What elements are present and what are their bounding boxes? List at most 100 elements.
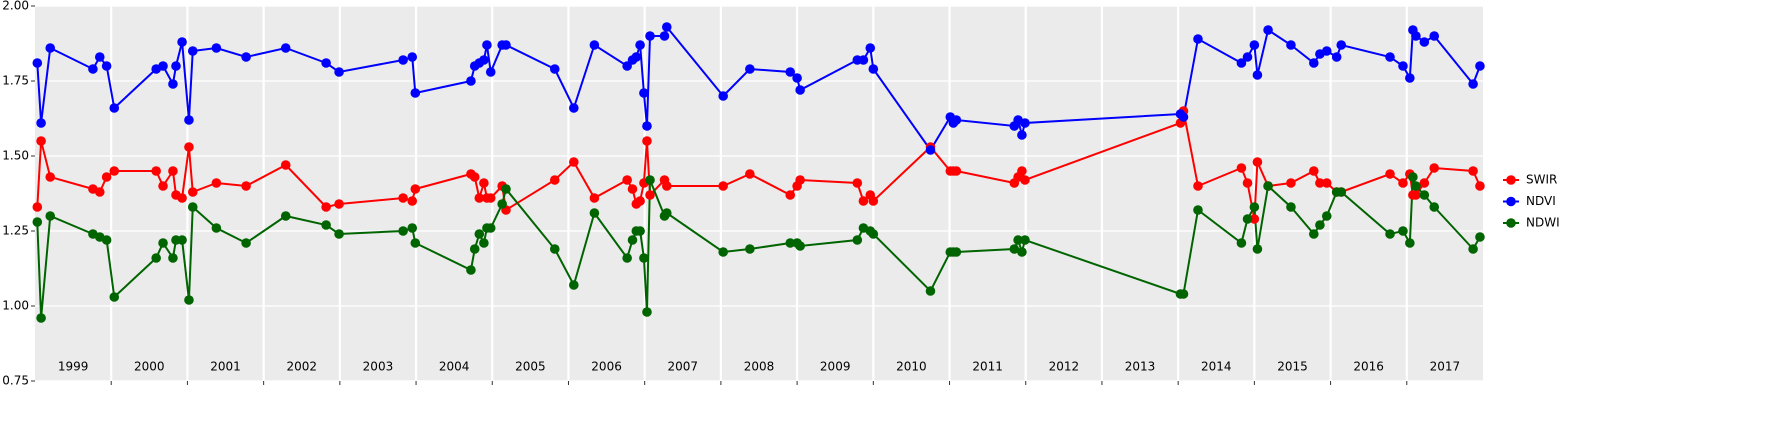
point bbox=[1013, 235, 1023, 245]
point bbox=[661, 22, 672, 32]
point bbox=[1429, 31, 1440, 41]
year-label: 2006 bbox=[591, 360, 622, 374]
point bbox=[795, 241, 805, 251]
point bbox=[1242, 178, 1253, 188]
point bbox=[36, 136, 46, 146]
point bbox=[168, 79, 178, 89]
point bbox=[1411, 181, 1421, 191]
point bbox=[1331, 52, 1342, 62]
point bbox=[280, 211, 291, 221]
point bbox=[474, 193, 485, 203]
point bbox=[398, 193, 408, 203]
point bbox=[280, 43, 291, 53]
point bbox=[241, 181, 251, 191]
point bbox=[659, 31, 670, 41]
point bbox=[151, 166, 161, 176]
point bbox=[485, 193, 496, 203]
point bbox=[1009, 244, 1020, 254]
point bbox=[466, 265, 476, 275]
y-tick-label: 0.75 bbox=[2, 374, 29, 388]
point bbox=[469, 172, 480, 182]
point bbox=[631, 52, 642, 62]
legend-label: NDVI bbox=[1526, 194, 1556, 208]
point bbox=[622, 175, 632, 185]
year-label: 2010 bbox=[896, 360, 927, 374]
point bbox=[1405, 238, 1415, 248]
point bbox=[36, 313, 46, 323]
point bbox=[398, 55, 408, 65]
point bbox=[280, 160, 291, 170]
point bbox=[549, 175, 560, 185]
point bbox=[549, 244, 560, 254]
point bbox=[858, 55, 869, 65]
point bbox=[94, 187, 105, 197]
point bbox=[868, 229, 879, 239]
point bbox=[407, 196, 418, 206]
point bbox=[407, 223, 418, 233]
point bbox=[645, 175, 655, 185]
point bbox=[334, 229, 344, 239]
point bbox=[589, 40, 600, 50]
point bbox=[1321, 178, 1332, 188]
year-label: 2014 bbox=[1201, 360, 1232, 374]
point bbox=[792, 73, 802, 83]
point bbox=[589, 208, 600, 218]
point bbox=[109, 103, 120, 113]
legend-label: NDWI bbox=[1526, 216, 1560, 230]
point bbox=[745, 169, 755, 179]
point bbox=[1178, 112, 1189, 122]
point bbox=[718, 91, 728, 101]
point bbox=[868, 196, 879, 206]
point bbox=[1020, 235, 1030, 245]
point bbox=[795, 85, 805, 95]
point bbox=[1475, 232, 1485, 242]
point bbox=[32, 58, 43, 68]
point bbox=[1411, 31, 1421, 41]
point bbox=[1017, 247, 1027, 257]
year-label: 2004 bbox=[439, 360, 470, 374]
point bbox=[1309, 166, 1319, 176]
point bbox=[1315, 220, 1325, 230]
point bbox=[177, 37, 187, 47]
point bbox=[1193, 181, 1203, 191]
point bbox=[501, 40, 511, 50]
point bbox=[241, 238, 251, 248]
y-tick-label: 1.25 bbox=[2, 224, 29, 238]
point bbox=[334, 67, 344, 77]
year-label: 2003 bbox=[363, 360, 394, 374]
point bbox=[1468, 166, 1478, 176]
point bbox=[1017, 166, 1027, 176]
point bbox=[407, 52, 418, 62]
point bbox=[410, 238, 421, 248]
point bbox=[45, 172, 56, 182]
point bbox=[569, 103, 579, 113]
point bbox=[1336, 40, 1347, 50]
point bbox=[211, 178, 222, 188]
point bbox=[589, 193, 600, 203]
point bbox=[785, 190, 796, 200]
point bbox=[334, 199, 344, 209]
point bbox=[1193, 34, 1203, 44]
point bbox=[925, 286, 936, 296]
point bbox=[497, 199, 507, 209]
year-label: 2002 bbox=[286, 360, 317, 374]
point bbox=[1252, 70, 1263, 80]
point bbox=[32, 202, 43, 212]
point bbox=[661, 208, 672, 218]
point bbox=[1017, 130, 1027, 140]
y-tick-label: 1.75 bbox=[2, 74, 29, 88]
point bbox=[569, 280, 579, 290]
point bbox=[785, 67, 796, 77]
point bbox=[1468, 79, 1478, 89]
point bbox=[1408, 172, 1418, 182]
point bbox=[177, 193, 187, 203]
point bbox=[852, 235, 863, 245]
point bbox=[645, 190, 655, 200]
point bbox=[1263, 25, 1273, 35]
point bbox=[101, 172, 112, 182]
year-label: 2001 bbox=[210, 360, 241, 374]
legend-marker bbox=[1506, 175, 1516, 185]
legend-marker bbox=[1506, 196, 1516, 207]
point bbox=[868, 64, 879, 74]
